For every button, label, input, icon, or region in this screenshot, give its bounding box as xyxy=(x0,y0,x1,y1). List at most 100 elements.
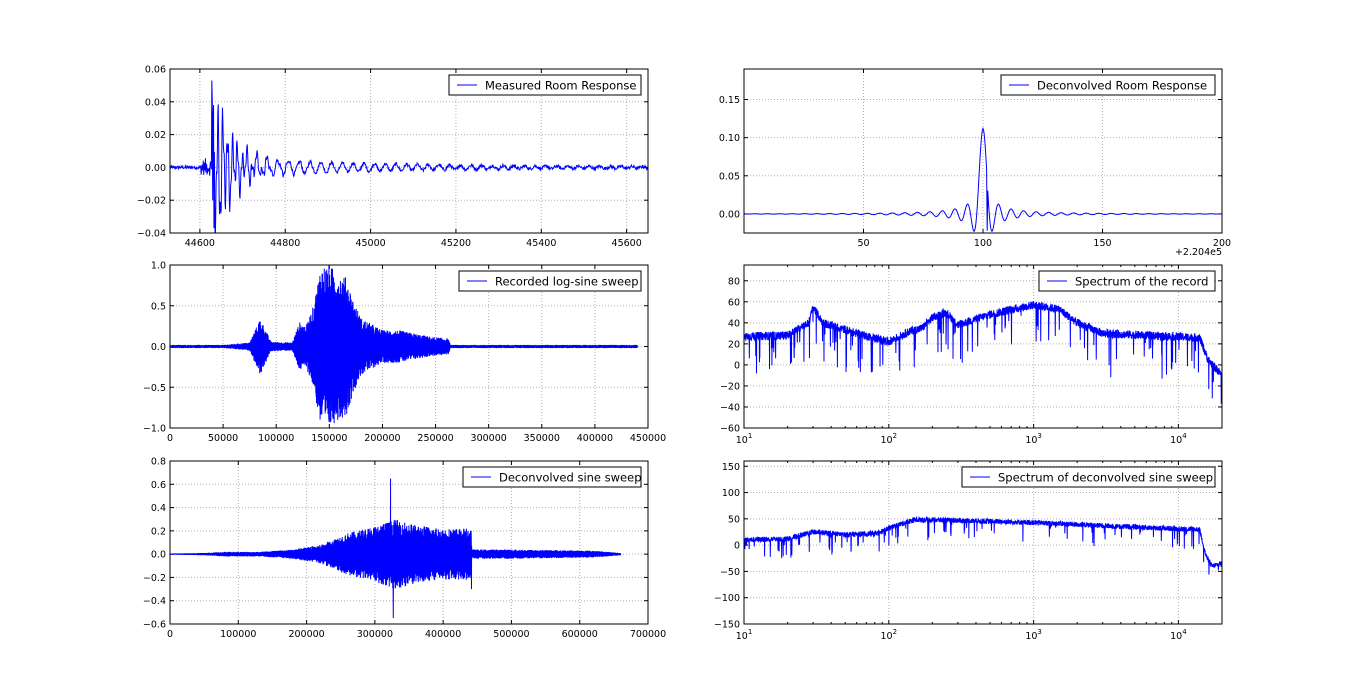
legend: Spectrum of the record xyxy=(1038,270,1216,292)
legend: Deconvolved Room Response xyxy=(1000,74,1216,96)
y-tick-label: −100 xyxy=(714,593,740,604)
legend-box xyxy=(458,270,642,292)
x-tick-label: 0 xyxy=(167,433,173,444)
legend-label: Spectrum of deconvolved sine sweep xyxy=(998,471,1213,485)
x-tick-label: 50 xyxy=(857,238,869,249)
x-tick-label: 104 xyxy=(1170,432,1187,446)
y-tick-label: 0.5 xyxy=(151,301,166,312)
y-tick-label: 80 xyxy=(728,276,740,287)
x-tick-label: 45000 xyxy=(355,238,385,249)
y-tick-label: 0.0 xyxy=(151,342,166,353)
y-tick-label: −0.5 xyxy=(143,383,166,394)
y-tick-label: 0.04 xyxy=(145,97,166,108)
legend: Recorded log-sine sweep xyxy=(458,270,642,292)
panel-measured-room-response: 44600 44800 45000 45200 45400 45600 −0.04 −0.02… xyxy=(137,65,649,249)
x-tick-label: 500000 xyxy=(493,629,529,640)
y-tick-label: 0 xyxy=(734,541,740,552)
legend-box xyxy=(961,466,1216,488)
y-tick-label: 0.0 xyxy=(151,550,166,561)
legend: Deconvolved sine sweep xyxy=(462,466,642,488)
x-tick-label: 400000 xyxy=(577,433,613,444)
axes-frame xyxy=(743,264,1223,429)
y-tick-label: −150 xyxy=(714,620,740,631)
series-line xyxy=(170,265,638,424)
x-tick-label: 101 xyxy=(736,628,753,642)
x-tick-label: 250000 xyxy=(417,433,453,444)
y-tick-label: 50 xyxy=(728,514,740,525)
y-tick-label: 0 xyxy=(734,360,740,371)
axes-frame xyxy=(743,68,1223,234)
x-tick-label: 45200 xyxy=(441,238,471,249)
y-tick-label: −1.0 xyxy=(143,424,166,435)
axes-frame xyxy=(169,460,649,625)
x-tick-label: 200000 xyxy=(288,629,324,640)
x-tick-label: 50000 xyxy=(208,433,238,444)
y-tick-label: −0.02 xyxy=(137,196,166,207)
x-tick-label: 44800 xyxy=(270,238,300,249)
x-tick-label: 103 xyxy=(1025,432,1042,446)
y-tick-label: 40 xyxy=(728,318,740,329)
x-tick-label: 101 xyxy=(736,432,753,446)
legend-box xyxy=(462,466,642,488)
x-tick-label: 700000 xyxy=(630,629,666,640)
y-tick-label: −40 xyxy=(720,402,740,413)
x-tick-label: 45600 xyxy=(612,238,642,249)
x-tick-label: 100000 xyxy=(220,629,256,640)
x-tick-label: 0 xyxy=(167,629,173,640)
x-tick-label: 44600 xyxy=(185,238,215,249)
y-tick-label: 0.4 xyxy=(151,503,166,514)
x-tick-label: 300000 xyxy=(357,629,393,640)
y-tick-label: −0.4 xyxy=(143,596,166,607)
series-line xyxy=(170,80,648,233)
legend-label: Deconvolved Room Response xyxy=(1037,79,1207,93)
legend-label: Measured Room Response xyxy=(485,79,636,93)
y-tick-label: 0.02 xyxy=(145,130,166,141)
x-tick-label: 200000 xyxy=(364,433,400,444)
y-tick-label: 100 xyxy=(722,488,740,499)
x-tick-label: 100000 xyxy=(258,433,294,444)
x-tick-label: 400000 xyxy=(425,629,461,640)
y-tick-label: 0.6 xyxy=(151,480,166,491)
legend-box xyxy=(1000,74,1216,96)
x-tick-label: 300000 xyxy=(471,433,507,444)
x-tick-label: 102 xyxy=(881,628,898,642)
y-tick-label: 0.00 xyxy=(719,209,740,220)
x-tick-label: 100 xyxy=(974,238,992,249)
series-line xyxy=(744,127,1222,233)
y-tick-label: 1.0 xyxy=(151,261,166,272)
legend: Measured Room Response xyxy=(448,74,642,96)
y-tick-label: 0.05 xyxy=(719,171,740,182)
panel-spectrum-of-the-record: 101 102 103 104 −60 −40 −20 0 20 40 60 80 Spectrum o… xyxy=(720,264,1223,446)
y-tick-label: −0.04 xyxy=(137,229,166,240)
series-line xyxy=(170,478,622,619)
legend-label: Deconvolved sine sweep xyxy=(499,471,642,485)
x-tick-label: 350000 xyxy=(524,433,560,444)
y-tick-label: 150 xyxy=(722,462,740,473)
y-tick-label: −50 xyxy=(720,567,740,578)
axes-frame xyxy=(169,264,649,429)
y-tick-label: 0.06 xyxy=(145,65,166,76)
series-line xyxy=(744,301,1222,404)
y-tick-label: 0.10 xyxy=(719,133,740,144)
x-tick-label: 45400 xyxy=(526,238,556,249)
y-tick-label: 0.00 xyxy=(145,163,166,174)
panel-spectrum-of-deconvolved-sine-sweep: 101 102 103 104 −150 −100 −50 0 50 100 150 Spectrum… xyxy=(714,460,1223,642)
series-line xyxy=(744,515,1222,575)
axes-frame xyxy=(169,68,649,234)
y-tick-label: −0.2 xyxy=(143,573,166,584)
legend-label: Recorded log-sine sweep xyxy=(495,275,639,289)
y-tick-label: −60 xyxy=(720,424,740,435)
x-tick-label: 103 xyxy=(1025,628,1042,642)
y-tick-label: 0.2 xyxy=(151,526,166,537)
y-tick-label: −0.6 xyxy=(143,620,166,631)
legend-box xyxy=(1038,270,1216,292)
x-offset-label: +2.204e5 xyxy=(1175,247,1222,258)
y-tick-label: 0.8 xyxy=(151,457,166,468)
y-tick-label: 20 xyxy=(728,339,740,350)
y-tick-label: −20 xyxy=(720,381,740,392)
x-tick-label: 150000 xyxy=(311,433,347,444)
x-tick-label: 600000 xyxy=(562,629,598,640)
axes-frame xyxy=(743,460,1223,625)
legend: Spectrum of deconvolved sine sweep xyxy=(961,466,1216,488)
